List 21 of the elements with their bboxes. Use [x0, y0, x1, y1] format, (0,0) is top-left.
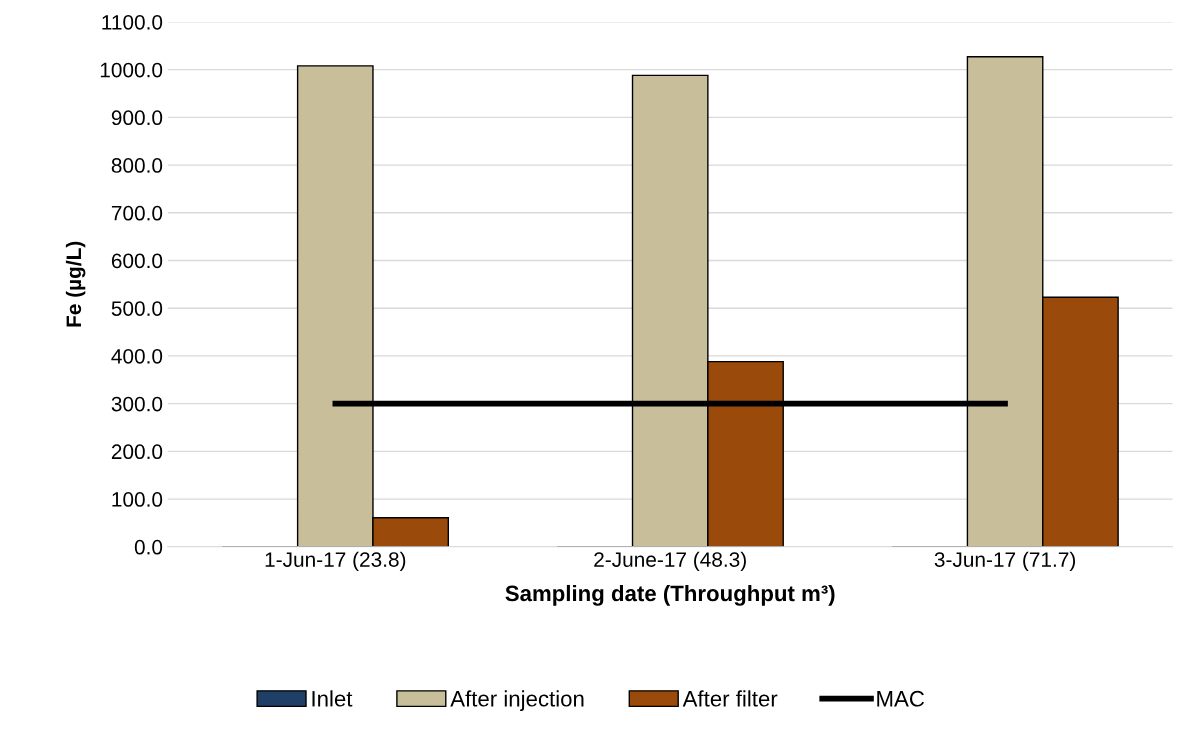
legend-label: After filter	[682, 690, 778, 707]
y-tick-label: 500.0	[111, 301, 163, 316]
y-tick-label: 600.0	[111, 253, 163, 269]
y-tick-label: 1000.0	[100, 62, 163, 78]
x-tick-label: 2-June-17 (48.3)	[594, 551, 746, 572]
y-tick-label: 700.0	[111, 205, 163, 221]
y-tick-label: 1100.0	[102, 14, 163, 30]
y-tick-label: 300.0	[111, 396, 163, 412]
legend-label: MAC	[877, 690, 925, 707]
x-tick-label: 1-Jun-17 (23.8)	[265, 551, 406, 572]
y-tick-label: 0.0	[134, 539, 163, 555]
x-tick-label: 3-Jun-17 (71.7)	[934, 551, 1076, 572]
y-tick-label: 400.0	[111, 348, 163, 364]
legend-label: Inlet	[312, 690, 353, 707]
x-axis-title: Sampling date (Throughput m³)	[505, 584, 835, 606]
y-tick-label: 200.0	[111, 444, 163, 460]
legend-label: After injection	[450, 690, 584, 711]
y-tick-label: 900.0	[111, 110, 163, 126]
y-tick-label: 100.0	[112, 492, 163, 507]
y-tick-label: 800.0	[111, 158, 163, 173]
y-axis-title: Fe (µg/L)	[65, 241, 86, 327]
